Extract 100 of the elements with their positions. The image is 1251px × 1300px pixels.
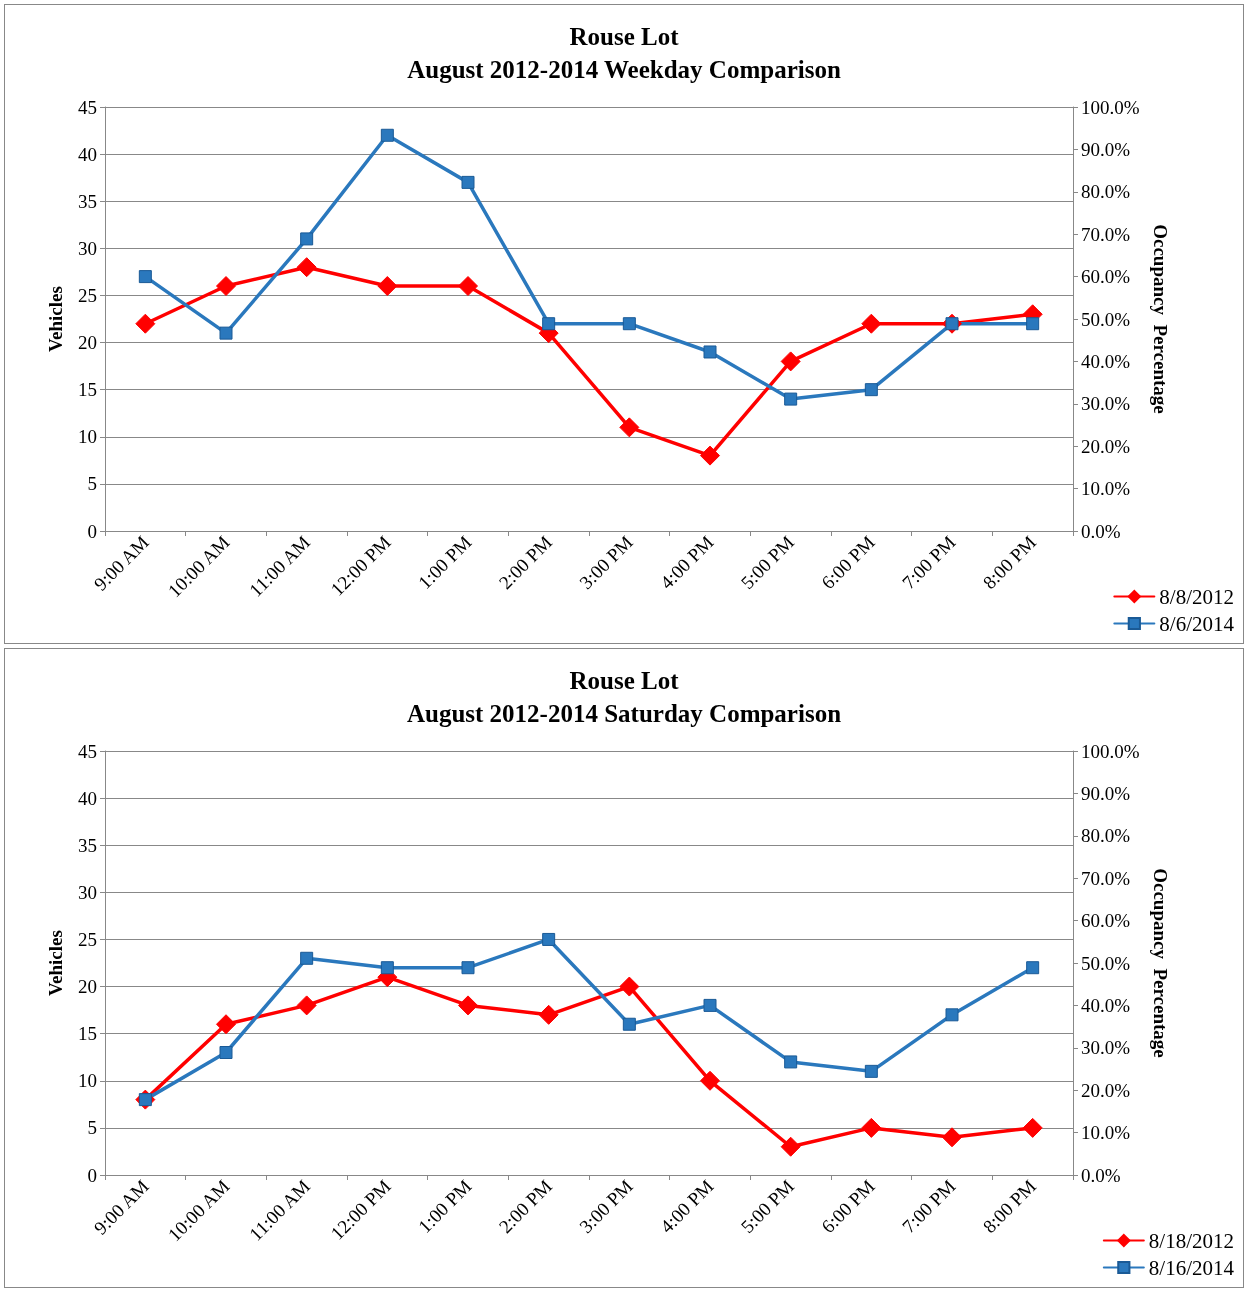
x-tick-label: 4:00 PM <box>655 1175 718 1238</box>
y-tick-label: 35 <box>78 834 97 856</box>
point <box>219 326 233 340</box>
point <box>216 276 236 297</box>
point <box>780 351 801 372</box>
y-axis-title: Vehicles <box>45 286 66 352</box>
point <box>1026 961 1040 975</box>
x-tick-label: 6:00 PM <box>817 531 879 594</box>
legend-label: 8/6/2014 <box>1159 611 1235 636</box>
y-tick-label: 45 <box>78 740 97 762</box>
y-tick-label: 0 <box>87 1164 97 1186</box>
point <box>542 317 556 331</box>
y-tick-label: 5 <box>87 1117 97 1139</box>
x-tick-label: 8:00 PM <box>978 1175 1041 1238</box>
y2-tick-label: 60.0% <box>1081 266 1131 288</box>
x-tick-label: 7:00 PM <box>897 1175 960 1238</box>
y2-tick-label: 70.0% <box>1081 867 1131 889</box>
y2-tick-label: 30.0% <box>1081 393 1131 415</box>
point <box>861 1117 882 1138</box>
y-tick-label: 10 <box>78 426 97 448</box>
point <box>619 976 640 997</box>
chart-title: Rouse Lot <box>569 23 680 50</box>
x-tick-label: 8:00 PM <box>978 531 1041 594</box>
y2-tick-label: 10.0% <box>1081 478 1131 500</box>
legend-label: 8/8/2012 <box>1159 584 1234 609</box>
point <box>619 417 640 438</box>
chart-subtitle: August 2012-2014 Weekday Comparison <box>407 56 841 83</box>
point <box>622 317 636 331</box>
x-tick-label: 4:00 PM <box>655 531 718 594</box>
point <box>784 392 798 406</box>
y2-tick-label: 90.0% <box>1081 782 1131 804</box>
point <box>542 932 556 946</box>
y-tick-label: 35 <box>78 190 97 212</box>
x-tick-label: 5:00 PM <box>736 531 799 594</box>
y2-tick-label: 60.0% <box>1081 910 1131 932</box>
y-tick-label: 25 <box>78 284 97 306</box>
y2-tick-label: 80.0% <box>1081 825 1131 847</box>
y2-tick-label: 70.0% <box>1081 223 1131 245</box>
y2-tick-label: 30.0% <box>1081 1037 1131 1059</box>
point <box>1026 317 1040 331</box>
y-tick-label: 30 <box>78 237 97 259</box>
y2-tick-label: 20.0% <box>1081 435 1131 457</box>
point <box>135 313 156 334</box>
y2-tick-label: 50.0% <box>1081 308 1131 330</box>
y-tick-label: 45 <box>78 96 97 118</box>
y2-axis-title: Occupancy Percentage <box>1150 224 1171 414</box>
point <box>296 995 317 1016</box>
y-tick-label: 15 <box>78 379 97 401</box>
y-tick-label: 15 <box>78 1023 97 1045</box>
point <box>216 1014 236 1035</box>
point <box>538 1004 559 1025</box>
point <box>461 961 475 975</box>
point <box>300 951 314 965</box>
point <box>622 1017 636 1031</box>
point <box>861 313 882 334</box>
y2-tick-label: 0.0% <box>1081 520 1121 542</box>
point <box>458 276 478 297</box>
y-tick-label: 10 <box>78 1070 97 1092</box>
y2-tick-label: 40.0% <box>1081 350 1131 372</box>
x-tick-label: 6:00 PM <box>817 1175 879 1238</box>
x-tick-label: 2:00 PM <box>494 531 557 594</box>
point <box>784 1055 798 1069</box>
point <box>377 276 398 297</box>
point <box>461 175 475 189</box>
point <box>296 257 317 278</box>
y-tick-label: 20 <box>78 976 97 998</box>
y2-tick-label: 40.0% <box>1081 994 1131 1016</box>
y-tick-label: 20 <box>78 332 97 354</box>
y-tick-label: 0 <box>87 520 97 542</box>
x-tick-label: 7:00 PM <box>897 531 960 594</box>
y-tick-label: 5 <box>87 473 97 495</box>
y-tick-label: 40 <box>78 143 97 165</box>
chart-title: Rouse Lot <box>569 667 680 694</box>
y2-tick-label: 50.0% <box>1081 952 1131 974</box>
y2-tick-label: 10.0% <box>1081 1122 1131 1144</box>
y-tick-label: 25 <box>78 928 97 950</box>
x-tick-label: 3:00 PM <box>575 1175 637 1238</box>
y2-tick-label: 0.0% <box>1081 1164 1121 1186</box>
point <box>864 383 878 397</box>
point <box>700 1070 720 1091</box>
point <box>780 1136 801 1157</box>
y2-tick-label: 80.0% <box>1081 181 1131 203</box>
x-tick-label: 5:00 PM <box>736 1175 799 1238</box>
point <box>458 995 478 1016</box>
point <box>1022 1117 1043 1138</box>
point <box>945 1008 959 1022</box>
point <box>138 270 152 284</box>
y2-tick-label: 100.0% <box>1081 96 1140 118</box>
point <box>380 128 394 142</box>
chart-subtitle: August 2012-2014 Saturday Comparison <box>406 700 842 727</box>
point <box>380 961 394 975</box>
x-tick-label: 2:00 PM <box>494 1175 557 1238</box>
y-tick-label: 40 <box>78 787 97 809</box>
y2-axis-title: Occupancy Percentage <box>1150 868 1171 1058</box>
point <box>703 998 717 1012</box>
point <box>942 1127 962 1148</box>
x-tick-label: 3:00 PM <box>575 531 637 594</box>
y2-tick-label: 20.0% <box>1081 1079 1131 1101</box>
legend-label: 8/16/2014 <box>1148 1255 1235 1280</box>
point <box>219 1046 233 1060</box>
